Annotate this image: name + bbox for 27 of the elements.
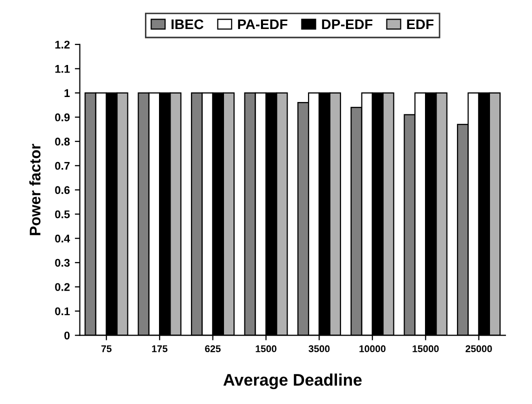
y-tick-label: 0.2 [55, 283, 70, 291]
legend-label: PA-EDF [238, 20, 288, 30]
y-tick-label: 0.7 [55, 162, 70, 170]
x-axis-title: Average Deadline [223, 374, 362, 390]
y-tick-label: 0.8 [55, 138, 70, 146]
x-tick-label: 625 [205, 345, 221, 352]
y-tick-label: 0 [64, 332, 70, 340]
x-tick-label: 25000 [466, 345, 492, 352]
y-tick-label: 0.6 [55, 186, 70, 194]
x-tick-label: 75 [101, 345, 112, 352]
x-tick-label: 3500 [308, 345, 330, 352]
y-tick-label: 0.1 [55, 307, 70, 316]
x-tick-label: 175 [152, 345, 168, 352]
y-tick-label: 1.1 [55, 65, 70, 73]
legend-label: DP-EDF [322, 20, 372, 30]
y-axis-title: Power factor [29, 144, 40, 236]
x-tick-label: 10000 [359, 345, 386, 352]
y-tick-label: 1 [64, 89, 70, 97]
y-tick-label: 0.5 [55, 210, 70, 218]
legend-label: IBEC [172, 19, 204, 30]
x-tick-label: 1500 [256, 345, 276, 352]
y-tick-label: 1.2 [55, 40, 70, 48]
y-tick-label: 0.9 [55, 113, 70, 122]
x-tick-label: 15000 [412, 345, 439, 352]
y-tick-label: 0.3 [55, 258, 70, 267]
y-tick-label: 0.4 [55, 234, 70, 242]
legend-label: EDF [407, 20, 434, 30]
